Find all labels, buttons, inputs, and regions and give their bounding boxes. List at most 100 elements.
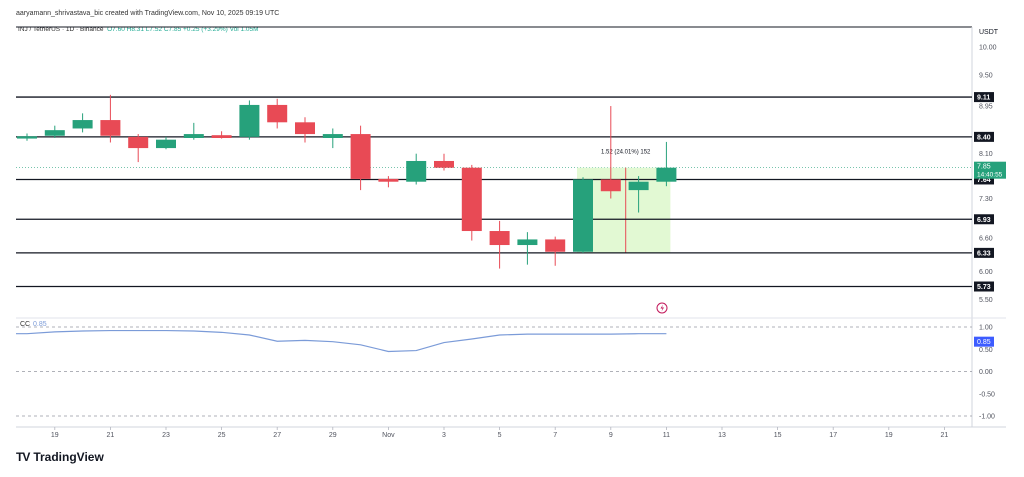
indicator-value-tag-box — [974, 336, 994, 347]
candle-body — [17, 136, 37, 139]
current-price-tag-box — [974, 161, 1006, 179]
candle-countdown: 14:40:55 — [977, 172, 1003, 179]
candle-up[interactable] — [183, 122, 204, 140]
time-axis: 19 21 23 25 27 29 Nov 3 5 7 9 11 13 15 17 19 21 — [51, 427, 948, 439]
indicator-value-label: 0.85 — [33, 321, 47, 328]
candle-down[interactable] — [211, 131, 232, 139]
price-level-tag-label: 5.73 — [977, 284, 991, 291]
candle-body — [517, 239, 538, 246]
symbol-info-line: INJ / TetherUS · 1D · Binance O7.60 H8.3… — [18, 26, 259, 33]
candle-down[interactable] — [378, 176, 399, 188]
time-tick-label: 3 — [442, 432, 446, 439]
candle-body — [44, 130, 65, 136]
price-level-tag — [974, 247, 994, 258]
cc-indicator-line[interactable] — [16, 329, 667, 353]
lightning-icon[interactable] — [656, 302, 668, 314]
price-tick-label: 8.95 — [979, 104, 993, 111]
time-tick-label: Nov — [382, 432, 395, 439]
candle-down[interactable] — [295, 117, 315, 143]
chart-created-by-text: aaryamann_shrivastava_bic created with T… — [16, 10, 280, 17]
indicator-tick-label: -1.00 — [979, 414, 995, 421]
candles[interactable] — [17, 94, 677, 269]
indicator-value-tag: 0.85 — [974, 336, 994, 347]
candle-down[interactable] — [350, 125, 371, 191]
currency-label: USDT — [979, 29, 999, 36]
candle-up[interactable] — [72, 113, 93, 133]
candle-body — [545, 239, 566, 252]
price-level-tag-label: 9.11 — [977, 95, 990, 102]
candle-down[interactable] — [461, 164, 482, 241]
price-tick-label: 7.30 — [979, 196, 993, 203]
candle-body — [239, 104, 260, 137]
price-tick-label: 10.00 — [979, 45, 997, 52]
candle-body — [600, 179, 621, 192]
time-tick-label: 7 — [553, 432, 557, 439]
candle-up[interactable] — [406, 153, 427, 185]
candle-body — [156, 139, 176, 149]
indicator-name[interactable]: CC — [20, 321, 30, 328]
candle-body — [350, 134, 371, 179]
ohlc-values: O7.60 H8.31 L7.52 C7.85 +0.25 (+3.29%) V… — [107, 26, 259, 33]
candle-body — [573, 179, 593, 252]
candle-down[interactable] — [600, 106, 621, 199]
time-tick-label: 15 — [774, 432, 782, 439]
candle-up[interactable] — [656, 141, 677, 187]
candle-body — [100, 120, 121, 136]
candle-down[interactable] — [267, 98, 288, 129]
indicator-value-tag-text: 0.85 — [977, 339, 991, 346]
candle-down[interactable] — [545, 236, 566, 266]
candle-down[interactable] — [128, 134, 149, 163]
price-axis: 10.00 9.50 8.95 8.10 7.30 6.60 6.00 5.50 — [979, 45, 997, 304]
time-tick-label: 17 — [829, 432, 837, 439]
indicator-tick-label: 1.00 — [979, 325, 993, 332]
time-tick-label: 9 — [609, 432, 613, 439]
candle-body — [128, 136, 149, 149]
price-level-tag-label: 7.64 — [977, 177, 991, 184]
price-level-tag-label: 6.33 — [977, 250, 991, 257]
time-tick-label: 13 — [718, 432, 726, 439]
candle-body — [295, 122, 315, 135]
candle-up[interactable] — [517, 232, 538, 265]
candle-body — [489, 231, 510, 246]
candle-up[interactable] — [156, 136, 176, 150]
candle-up[interactable] — [44, 125, 65, 138]
time-tick-label: 11 — [663, 432, 670, 439]
candle-body — [656, 167, 677, 182]
candle-up[interactable] — [628, 176, 649, 213]
candle-down[interactable] — [434, 153, 454, 171]
level-tags: 9.11 8.40 7.64 6.93 6.33 5.73 — [974, 92, 994, 292]
price-tick-label: 9.50 — [979, 73, 993, 80]
candle-body — [72, 120, 93, 129]
candle-up[interactable] — [17, 133, 37, 141]
candle-body — [406, 160, 427, 182]
price-level-tag — [974, 92, 994, 103]
candle-body — [461, 167, 482, 232]
candle-body — [378, 178, 399, 182]
symbol-name[interactable]: INJ / TetherUS · 1D · Binance — [18, 26, 104, 33]
measurement-label: 1.52 (24.01%) 152 — [601, 150, 651, 156]
candle-body — [322, 134, 343, 138]
indicator-reference-lines — [16, 326, 972, 417]
candle-up[interactable] — [239, 100, 260, 140]
indicator-axis: 1.00 0.50 0.00 -0.50 -1.00 — [979, 325, 995, 421]
price-level-tag — [974, 281, 994, 292]
candle-body — [628, 181, 649, 191]
horizontal-levels[interactable] — [16, 96, 972, 288]
price-level-tag — [974, 214, 994, 225]
candle-down[interactable] — [489, 220, 510, 269]
indicator-tick-label: 0.00 — [979, 369, 993, 376]
time-tick-label: 21 — [107, 432, 115, 439]
price-level-tag-label: 6.93 — [977, 217, 991, 224]
indicator-tick-label: -0.50 — [979, 391, 995, 398]
candle-body — [267, 104, 288, 123]
candle-body — [211, 135, 232, 138]
candle-up[interactable] — [573, 177, 593, 253]
time-tick-label: 5 — [498, 432, 502, 439]
price-level-tag-label: 8.40 — [977, 134, 991, 141]
time-tick-label: 29 — [329, 432, 337, 439]
candle-up[interactable] — [322, 128, 343, 149]
time-tick-label: 21 — [941, 432, 949, 439]
candle-down[interactable] — [100, 94, 121, 143]
tradingview-branding[interactable]: TV TradingView — [16, 450, 104, 464]
